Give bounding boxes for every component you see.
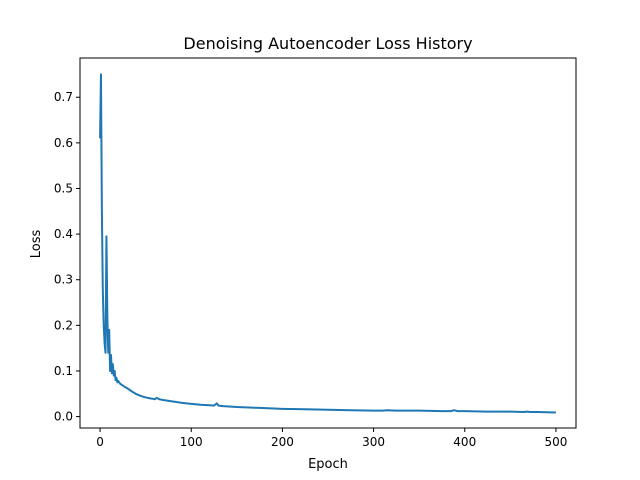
y-tick-label: 0.6 <box>54 136 73 150</box>
x-tick-label: 100 <box>180 435 203 449</box>
loss-line <box>99 73 556 414</box>
x-tick-label: 500 <box>544 435 567 449</box>
y-tick-label: 0.5 <box>54 181 73 195</box>
x-axis-label: Epoch <box>308 457 348 472</box>
y-tick-label: 0.3 <box>54 273 73 287</box>
axes-frame <box>79 57 577 429</box>
x-tick-label: 400 <box>453 435 476 449</box>
y-tick-label: 0.1 <box>54 364 73 378</box>
plot-area: 0 100 200 300 400 500 0.0 0.1 0.2 0.3 0.4 0.5 0.6 0.7 <box>54 57 577 449</box>
y-tick-label: 0.0 <box>54 410 73 424</box>
y-tick-label: 0.2 <box>54 318 73 332</box>
y-tick-label: 0.7 <box>54 90 73 104</box>
y-axis-label: Loss <box>29 230 44 259</box>
x-tick-label: 0 <box>96 435 104 449</box>
y-tick-label: 0.4 <box>54 227 73 241</box>
chart-title: Denoising Autoencoder Loss History <box>183 34 472 53</box>
x-tick-label: 200 <box>271 435 294 449</box>
x-tick-label: 300 <box>362 435 385 449</box>
